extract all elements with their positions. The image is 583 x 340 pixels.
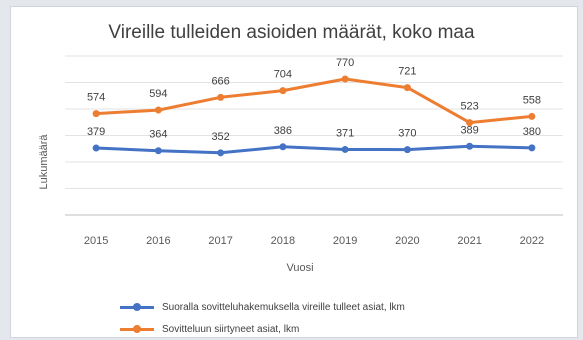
data-point xyxy=(403,84,411,92)
legend-item-orange: Sovitteluun siirtyneet asiat, lkm xyxy=(120,318,405,340)
x-tick-label: 2015 xyxy=(84,235,108,247)
data-point xyxy=(154,106,162,114)
series-line-1 xyxy=(94,77,534,125)
series-line-0 xyxy=(94,144,534,155)
data-label: 379 xyxy=(87,126,105,138)
data-label: 389 xyxy=(460,124,478,136)
data-labels: 379 364 352 386 371 370 389 380 574 594 666 704 770 7… xyxy=(87,57,541,143)
gridlines xyxy=(65,55,563,216)
legend-label-blue: Suoralla sovitteluhakemuksella vireille … xyxy=(162,301,405,313)
legend-swatch-orange xyxy=(120,324,154,333)
data-point xyxy=(154,147,162,155)
x-axis-label: Vuosi xyxy=(286,262,313,274)
data-point xyxy=(528,144,536,152)
data-point xyxy=(217,149,225,157)
data-point xyxy=(279,87,287,95)
x-tick-label: 2019 xyxy=(333,235,357,247)
data-label: 523 xyxy=(460,101,478,113)
x-tick-label: 2022 xyxy=(520,235,544,247)
x-tick-label: 2018 xyxy=(271,235,295,247)
x-axis-ticks: 2015 2016 2017 2018 2019 2020 2021 2022 xyxy=(84,235,544,247)
data-point xyxy=(403,146,411,154)
x-tick-label: 2020 xyxy=(395,235,419,247)
data-point xyxy=(466,119,474,127)
data-point xyxy=(92,144,100,152)
legend-label-orange: Sovitteluun siirtyneet asiat, lkm xyxy=(162,323,300,335)
data-label: 371 xyxy=(336,127,354,139)
data-label: 574 xyxy=(87,92,105,104)
chart-card xyxy=(10,6,578,338)
legend: Suoralla sovitteluhakemuksella vireille … xyxy=(120,296,405,340)
data-point xyxy=(217,93,225,101)
data-point xyxy=(466,142,474,150)
data-label: 770 xyxy=(336,57,354,69)
data-point xyxy=(92,110,100,118)
y-axis-label: Lukumäärä xyxy=(38,134,50,190)
data-label: 704 xyxy=(274,69,292,81)
data-label: 386 xyxy=(274,125,292,137)
data-label: 666 xyxy=(211,75,229,87)
x-tick-label: 2021 xyxy=(457,235,481,247)
series-lines xyxy=(94,77,534,155)
data-point xyxy=(528,112,536,120)
data-label: 352 xyxy=(211,131,229,143)
data-label: 364 xyxy=(149,129,167,141)
data-label: 558 xyxy=(523,94,541,106)
series-points xyxy=(92,75,536,157)
legend-item-blue: Suoralla sovitteluhakemuksella vireille … xyxy=(120,296,405,318)
line-chart: 2015 2016 2017 2018 2019 2020 2021 2022 379 364 3… xyxy=(38,55,563,274)
data-label: 380 xyxy=(523,126,541,138)
data-label: 594 xyxy=(149,88,167,100)
data-point xyxy=(341,145,349,153)
data-point xyxy=(341,75,349,83)
legend-swatch-blue xyxy=(120,302,154,311)
data-point xyxy=(279,143,287,151)
x-tick-label: 2017 xyxy=(208,235,232,247)
data-label: 370 xyxy=(398,128,416,140)
chart-title: Vireille tulleiden asioiden määrät, koko… xyxy=(108,22,475,43)
x-tick-label: 2016 xyxy=(146,235,170,247)
data-label: 721 xyxy=(398,66,416,78)
